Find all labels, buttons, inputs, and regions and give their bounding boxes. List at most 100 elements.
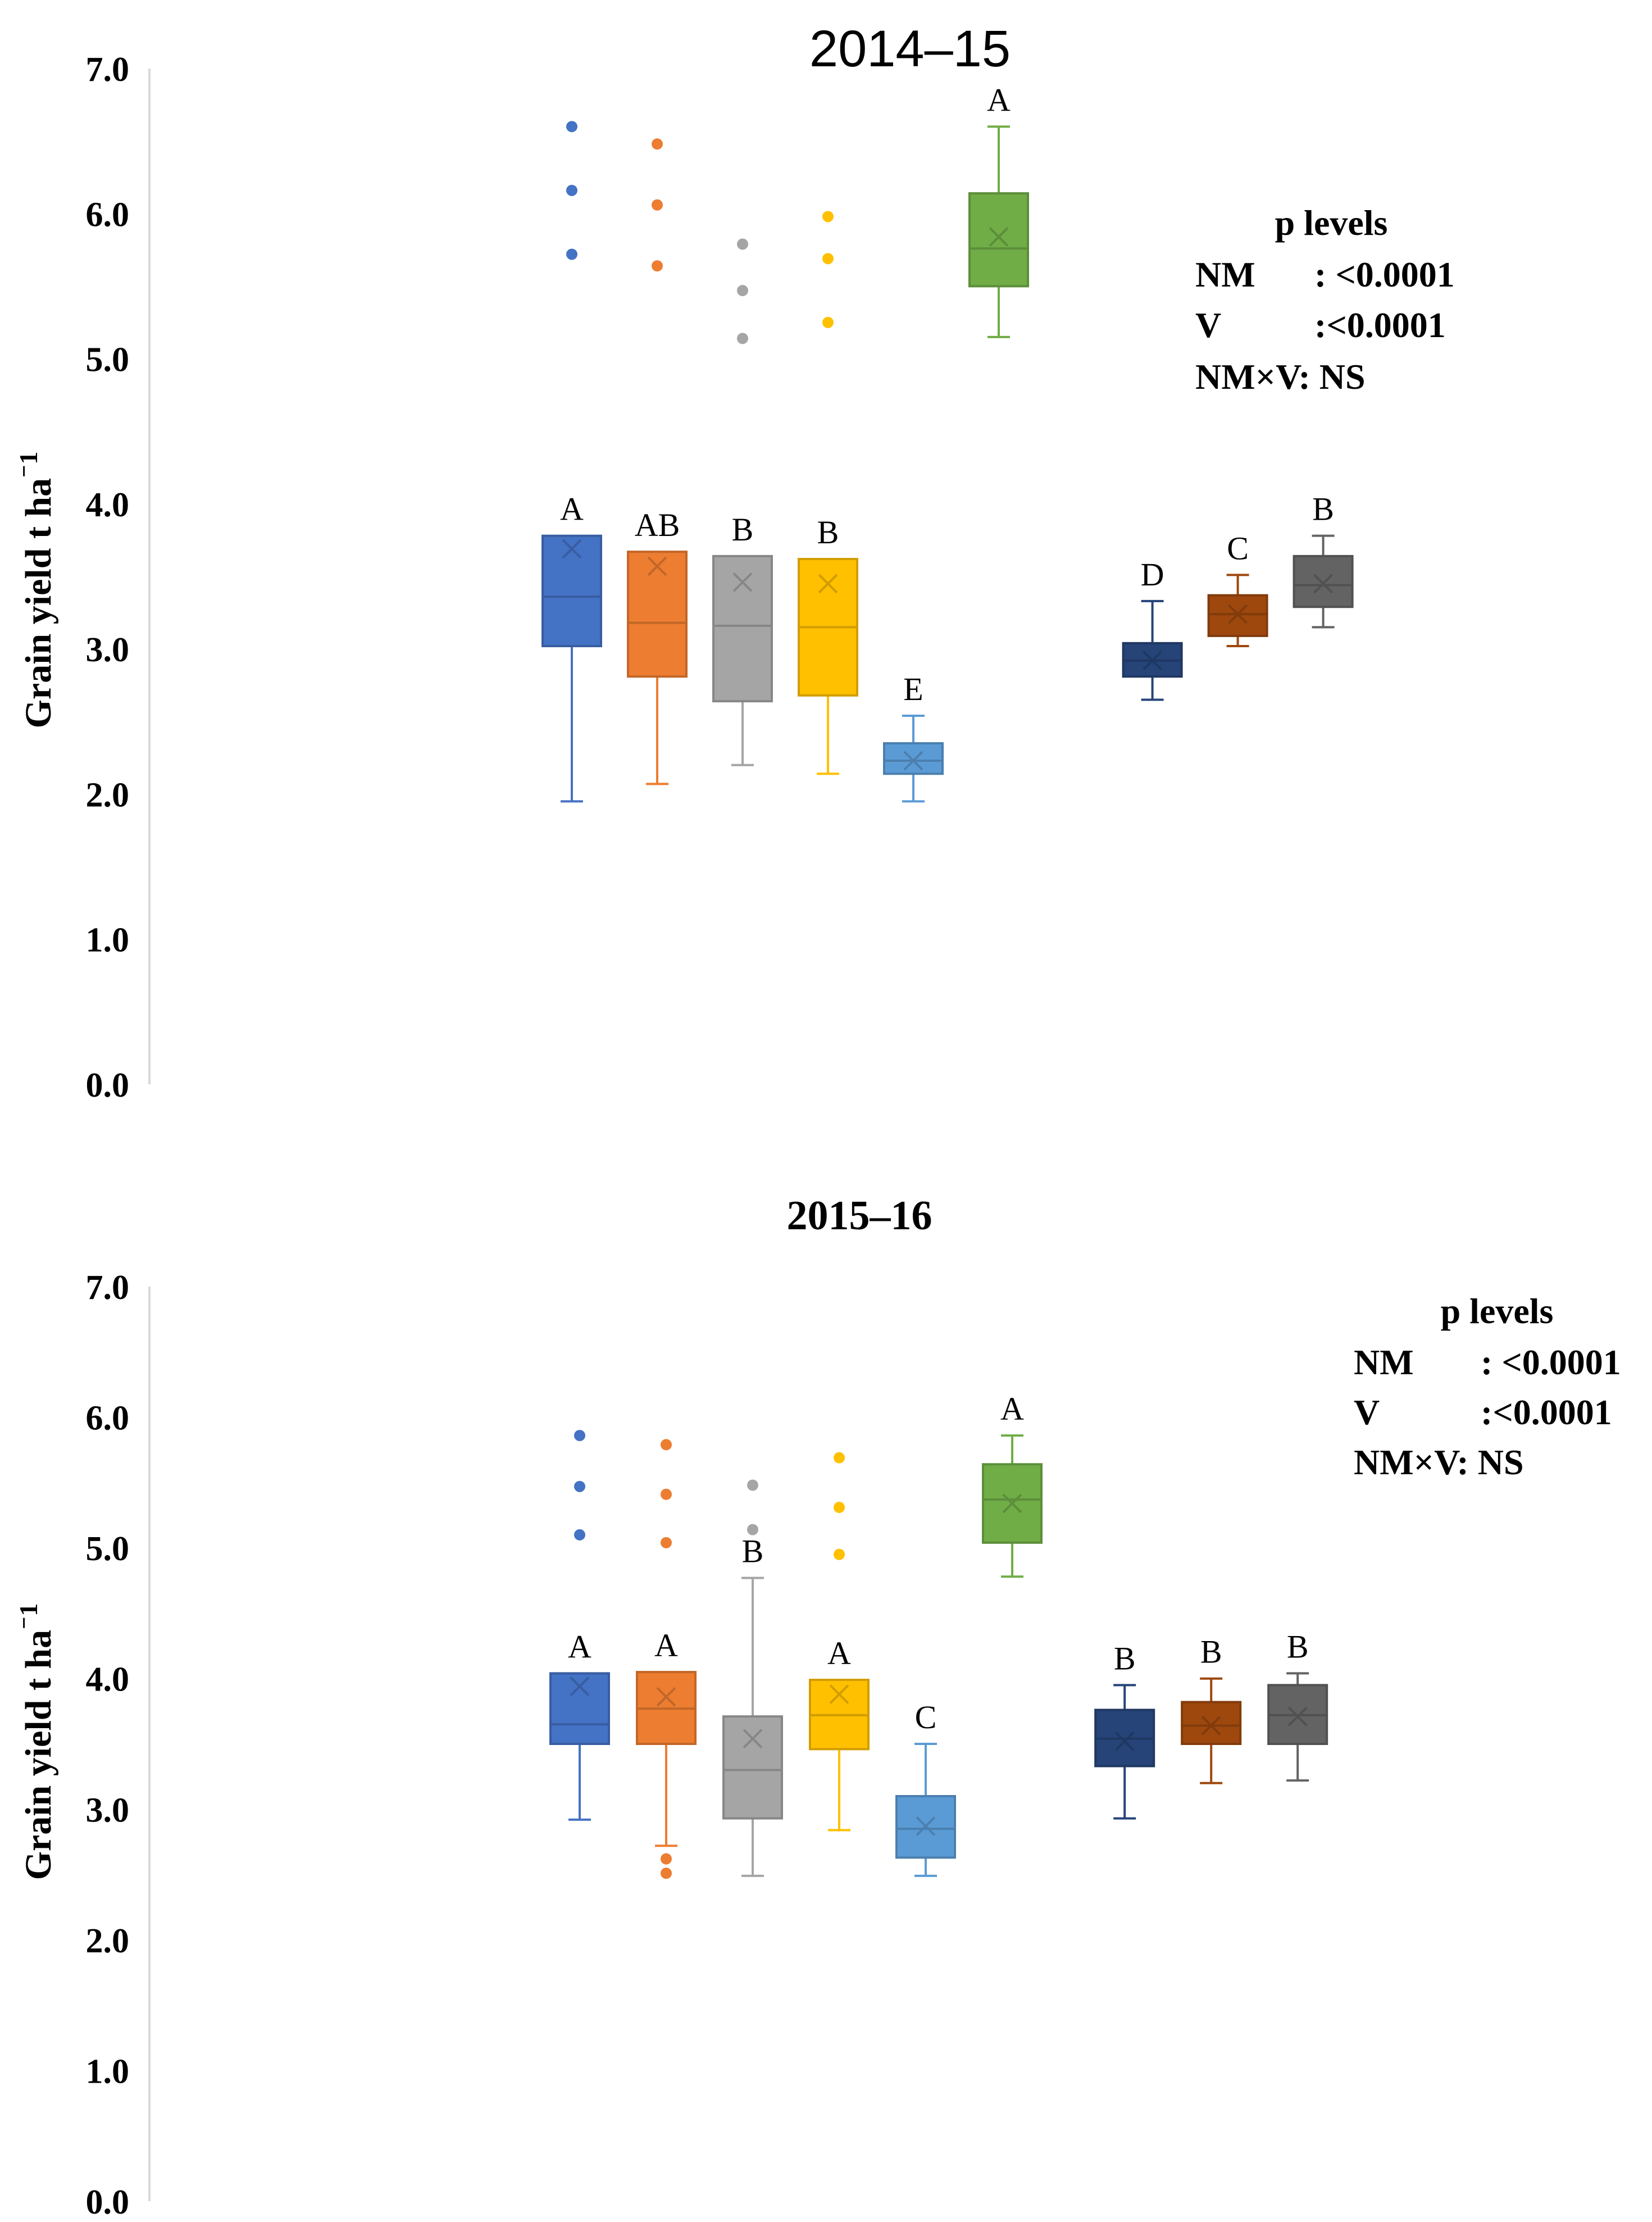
outlier-point (652, 260, 663, 272)
significance-letter: A (1000, 1391, 1024, 1427)
p-level-label-nmxv: NM×V: NS (1195, 357, 1366, 397)
outlier-point (652, 138, 663, 150)
y-tick-label: 6.0 (86, 196, 130, 234)
mean-marker (1114, 1731, 1135, 1751)
mean-marker (1143, 651, 1163, 671)
outlier-point (737, 285, 748, 297)
y-tick-label: 3.0 (86, 631, 130, 669)
outlier-point (661, 1853, 672, 1865)
y-axis-label: Grain yield t ha⁻1 (14, 452, 59, 729)
mean-marker (1313, 574, 1334, 594)
outlier-point (574, 1430, 585, 1442)
box-group: A (549, 1430, 610, 1821)
box-group: C (1207, 530, 1268, 647)
y-tick-label: 2.0 (86, 776, 130, 814)
box-group: B (1094, 1640, 1155, 1820)
box-group: A (809, 1452, 870, 1832)
box (541, 534, 602, 647)
p-level-label-v: V (1195, 305, 1221, 345)
box (1181, 1701, 1242, 1746)
svg-text:Grain yield t ha⁻1: Grain yield t ha⁻1 (14, 452, 59, 729)
mean-marker (1002, 1493, 1022, 1514)
significance-letter: B (1312, 491, 1334, 528)
y-tick-label: 4.0 (86, 486, 130, 524)
chart-2014-15: 2014–15 Grain yield t ha⁻1 0.0 1.0 2.0 3.0 4… (14, 20, 1455, 1105)
outlier-point (822, 211, 834, 222)
box-group: A (982, 1391, 1043, 1578)
p-level-value-nm: : <0.0001 (1481, 1342, 1621, 1382)
box-group: A (968, 81, 1029, 338)
outlier-point (747, 1479, 758, 1491)
mean-marker (1287, 1706, 1308, 1726)
mean-marker (1201, 1716, 1221, 1735)
significance-letter: B (817, 514, 839, 551)
mean-marker (656, 1687, 676, 1707)
y-tick-label: 3.0 (86, 1791, 130, 1829)
box-group: B (1181, 1634, 1242, 1784)
mean-marker (903, 751, 923, 771)
mean-marker (989, 227, 1009, 247)
box-group: B (722, 1479, 783, 1877)
significance-letter: AB (635, 507, 680, 543)
significance-letter: A (568, 1628, 591, 1665)
significance-letter: B (1287, 1628, 1309, 1665)
svg-text:Grain yield t ha⁻1: Grain yield t ha⁻1 (14, 1603, 59, 1880)
p-level-value-v: :<0.0001 (1314, 305, 1446, 345)
box-group: B (712, 238, 773, 766)
y-tick-label: 5.0 (86, 341, 130, 379)
y-tick-label: 1.0 (86, 921, 130, 960)
y-tick-label: 0.0 (86, 2183, 130, 2219)
significance-letter: B (742, 1533, 764, 1570)
outlier-point (574, 1529, 585, 1541)
y-tick-label: 5.0 (86, 1530, 130, 1568)
outlier-point (737, 333, 748, 344)
box (722, 1715, 783, 1820)
mean-marker (743, 1729, 763, 1749)
mean-marker (562, 539, 582, 559)
p-levels-title: p levels (1275, 203, 1388, 243)
chart-title: 2014–15 (809, 20, 1011, 78)
y-axis-label: Grain yield t ha⁻1 (14, 1603, 59, 1880)
box (968, 192, 1029, 288)
outlier-point (747, 1524, 758, 1535)
y-tick-label: 4.0 (86, 1661, 130, 1699)
outlier-point (661, 1488, 672, 1500)
significance-letter: C (1227, 530, 1249, 566)
mean-marker (916, 1816, 936, 1836)
box (895, 1795, 956, 1859)
significance-letter: E (903, 671, 923, 707)
y-axis-label-text: Grain yield t ha (18, 478, 59, 729)
p-level-label-nm: NM (1354, 1342, 1414, 1382)
significance-letter: A (654, 1627, 678, 1664)
significance-letter: D (1141, 556, 1164, 593)
p-level-label-v: V (1354, 1392, 1380, 1432)
mean-marker (570, 1676, 590, 1697)
box-group: C (895, 1699, 956, 1877)
y-tick-labels: 0.0 1.0 2.0 3.0 4.0 5.0 6.0 7.0 (86, 51, 130, 1105)
outlier-point (661, 1867, 672, 1879)
outlier-point (834, 1548, 845, 1560)
outlier-point (566, 121, 577, 133)
significance-letter: A (560, 491, 584, 528)
y-tick-label: 2.0 (86, 1922, 130, 1960)
outlier-point (822, 317, 834, 328)
y-tick-label: 1.0 (86, 2052, 130, 2091)
box (627, 551, 688, 678)
p-level-label-nm: NM (1195, 255, 1255, 294)
significance-letter: A (827, 1635, 851, 1671)
mean-marker (818, 574, 838, 594)
box-group: A (636, 1439, 697, 1879)
significance-letter: B (732, 511, 754, 548)
box-series: A A B A C A B B B (549, 1391, 1328, 1879)
p-levels-title: p levels (1441, 1291, 1554, 1331)
box-group: AB (627, 138, 688, 785)
box-group: B (1293, 491, 1354, 629)
box-group: B (1267, 1628, 1328, 1782)
y-tick-label: 7.0 (86, 51, 130, 89)
outlier-point (737, 238, 748, 250)
significance-letter: C (915, 1699, 937, 1735)
mean-marker (1228, 604, 1248, 624)
mean-marker (732, 572, 753, 592)
